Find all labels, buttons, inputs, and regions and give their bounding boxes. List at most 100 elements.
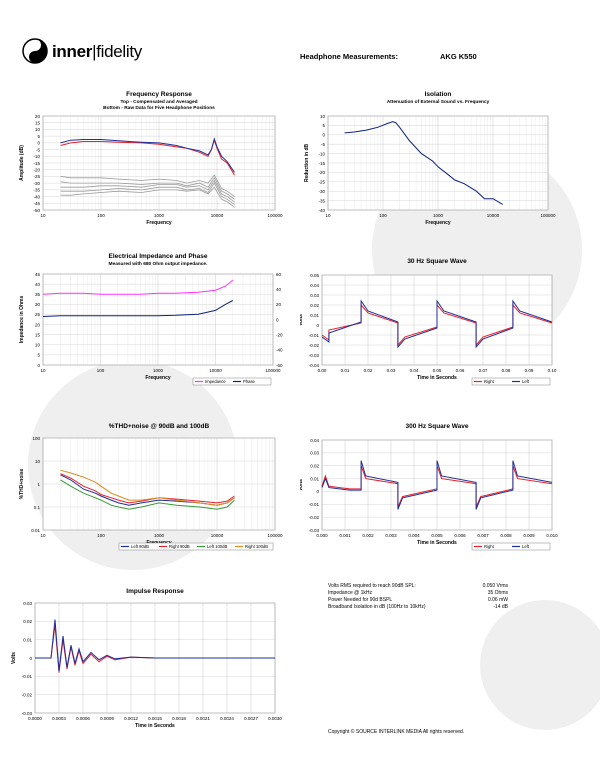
watermark-circle xyxy=(480,600,600,730)
y2-tick-label: -60 xyxy=(276,363,283,368)
y-tick-label: 0 xyxy=(316,489,319,494)
y-tick-label: -0.03 xyxy=(309,353,320,358)
y-tick-label: -40 xyxy=(33,194,40,199)
chart-title: %THD+noise @ 90dB and 100dB xyxy=(109,423,210,430)
y-axis-label: Impedance in Ohms xyxy=(19,296,25,344)
x-axis-label: Time in Seconds xyxy=(417,540,457,546)
y2-tick-label: 60 xyxy=(276,272,282,277)
series-line xyxy=(60,473,235,504)
x-tick-label: 0.005 xyxy=(431,533,443,538)
chart-title: Impulse Response xyxy=(126,588,184,595)
impulse-response-chart: Impulse Response 0.03 0.02 0.01 0 -0.01 -0.02 -… xyxy=(11,588,282,729)
stat-value: -14 dB xyxy=(493,604,508,610)
y-tick-label: -35 xyxy=(33,188,40,193)
y-tick-label: -0.03 xyxy=(22,711,33,716)
x-tick-label: 10 xyxy=(40,368,46,373)
y-tick-label: 40 xyxy=(35,282,41,287)
x-tick-label: 1000 xyxy=(154,533,165,538)
y-tick-label: 20 xyxy=(35,114,41,119)
x-tick-label: 0.06 xyxy=(456,368,465,373)
x-tick-label: 0.007 xyxy=(477,533,489,538)
copyright: Copyright © SOURCE INTERLINK MEDIA All r… xyxy=(328,729,465,735)
y-tick-label: -30 xyxy=(33,181,40,186)
y-tick-label: -50 xyxy=(33,208,40,213)
chart-title: Electrical Impedance and Phase xyxy=(109,253,208,260)
legend-label: Left 90dB xyxy=(131,544,149,549)
x-tick-label: 0.010 xyxy=(546,533,558,538)
legend-box xyxy=(118,542,274,551)
x-tick-label: 100000 xyxy=(540,213,556,218)
y-tick-label: -20 xyxy=(33,168,40,173)
x-tick-label: 0.0021 xyxy=(196,716,210,721)
x-tick-label: 0.0012 xyxy=(124,716,138,721)
y-tick-label: -10 xyxy=(33,154,40,159)
x-tick-label: 0.008 xyxy=(500,533,512,538)
x-axis-label: Frequency xyxy=(146,220,172,226)
legend-box xyxy=(192,377,272,386)
chart-subtitle: Top - Compensated and Averaged xyxy=(120,99,197,105)
y-tick-label: 10 xyxy=(35,343,41,348)
y-tick-label: 5 xyxy=(322,123,325,128)
y-tick-label: 0.01 xyxy=(23,637,32,642)
square-300hz-chart: 300 Hz Square Wave0.040.030.020.010-0.01… xyxy=(300,423,558,551)
x-tick-label: 1000 xyxy=(154,213,165,218)
chart-title: Isolation xyxy=(425,91,452,98)
y-tick-label: 0.03 xyxy=(310,451,319,456)
stats-block: Volts RMS required to reach 90dB SPL: 0.0… xyxy=(328,583,508,611)
y-axis-label: %THD+noise xyxy=(19,468,25,499)
chart-subtitle: Attenuation of External Sound vs. Freque… xyxy=(387,99,490,105)
square-30hz-chart: 30 Hz Square Wave 0.05 0.04 0.03 0.02 0.01 0 -0… xyxy=(300,258,557,386)
x-tick-label: 0.07 xyxy=(479,368,488,373)
x-axis-label: Time in Seconds xyxy=(417,375,457,381)
y-tick-label: 0 xyxy=(316,323,319,328)
legend-label: Right xyxy=(484,544,495,549)
x-tick-label: 0.000 xyxy=(316,533,328,538)
stat-label: Impedance @ 1kHz xyxy=(328,590,372,596)
y-tick-label: 100 xyxy=(32,436,40,441)
y-axis-label: Reduction in dB xyxy=(304,143,310,182)
legend-label: Left 100dB xyxy=(207,544,227,549)
stat-label: Power Needed for 90d BSPL xyxy=(328,597,393,603)
x-tick-label: 0.04 xyxy=(410,368,419,373)
x-tick-label: 0.09 xyxy=(525,368,534,373)
stat-value: 0.06 mW xyxy=(487,597,508,603)
y2-tick-label: 40 xyxy=(276,287,282,292)
x-tick-label: 100 xyxy=(379,213,387,218)
page-title-label: Headphone Measurements: xyxy=(300,52,398,61)
x-tick-label: 0.0006 xyxy=(76,716,90,721)
x-tick-label: 0.0027 xyxy=(244,716,258,721)
x-tick-label: 0.006 xyxy=(454,533,466,538)
x-tick-label: 0.0024 xyxy=(220,716,234,721)
y-tick-label: -0.02 xyxy=(309,343,320,348)
y2-tick-label: -40 xyxy=(276,348,283,353)
y-tick-label: 0.02 xyxy=(23,619,32,624)
y-tick-label: 1 xyxy=(37,482,40,487)
y-axis-label: Volts xyxy=(300,314,304,326)
x-tick-label: 0.05 xyxy=(433,368,442,373)
stat-value: 0.050 Vrms xyxy=(482,583,508,589)
series-line xyxy=(60,479,235,510)
y-tick-label: 30 xyxy=(35,302,41,307)
y-tick-label: 35 xyxy=(35,292,41,297)
x-tick-label: 0.03 xyxy=(387,368,396,373)
yin-yang-icon xyxy=(22,38,48,64)
y-tick-label: -15 xyxy=(318,161,325,166)
y2-tick-label: -20 xyxy=(276,332,283,337)
y-tick-label: 0.1 xyxy=(34,505,41,510)
thd-chart: %THD+noise @ 90dB and 100dB 100 10 1 0.1 0.01… xyxy=(19,423,283,551)
x-tick-label: 1000 xyxy=(433,213,444,218)
legend-label: Left xyxy=(522,379,530,384)
x-tick-label: 0.02 xyxy=(364,368,373,373)
y-tick-label: 0.01 xyxy=(31,528,40,533)
x-axis-label: Frequency xyxy=(145,375,171,381)
y-tick-label: -15 xyxy=(33,161,40,166)
stat-row: Volts RMS required to reach 90dB SPL: 0.0… xyxy=(328,583,508,590)
y-tick-label: 0.02 xyxy=(310,303,319,308)
series-line xyxy=(60,182,235,205)
series-line xyxy=(60,186,235,208)
y-tick-label: 45 xyxy=(35,272,41,277)
x-tick-label: 0.003 xyxy=(385,533,397,538)
y-tick-label: -45 xyxy=(33,201,40,206)
y-axis-label: Volts xyxy=(300,479,304,491)
series-line xyxy=(42,300,234,317)
